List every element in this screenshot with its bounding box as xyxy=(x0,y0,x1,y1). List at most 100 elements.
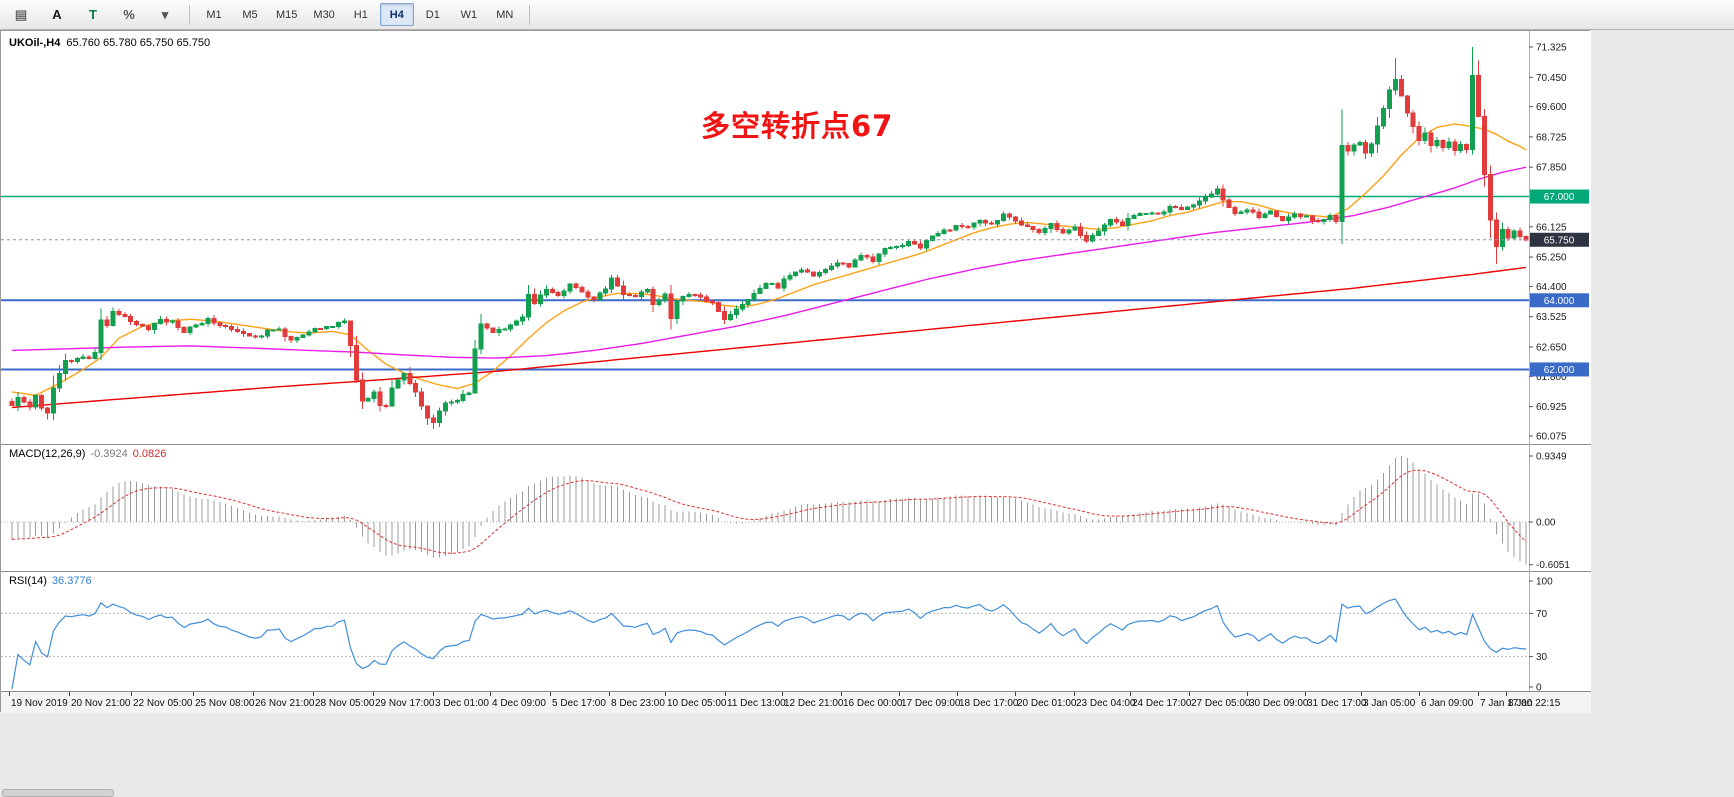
time-label: 7 Jan 17:00 xyxy=(1480,698,1533,709)
time-tick xyxy=(665,692,666,696)
rsi-name: RSI(14) xyxy=(9,575,47,587)
svg-text:60.075: 60.075 xyxy=(1536,432,1567,443)
toolbar-separator xyxy=(528,4,530,25)
rsi-axis[interactable]: 100 70 30 0 xyxy=(1529,571,1553,691)
macd-indicator-label: MACD(12,26,9) -0.3924 0.0826 xyxy=(9,448,166,460)
time-label: 6 Jan 09:00 xyxy=(1421,698,1474,709)
dropdown-chevron-icon[interactable]: ▾ xyxy=(161,6,169,22)
timeframe-button-M30[interactable]: M30 xyxy=(313,8,335,21)
horizontal-scrollbar-thumb[interactable] xyxy=(2,789,114,797)
time-label: 8 Dec 23:00 xyxy=(611,698,665,709)
svg-text:30: 30 xyxy=(1536,652,1548,663)
time-tick xyxy=(550,692,551,696)
svg-text:60.925: 60.925 xyxy=(1536,402,1567,413)
svg-text:61.800: 61.800 xyxy=(1536,372,1567,383)
rsi-pane-canvas[interactable]: 100 70 30 0 xyxy=(1,571,1591,691)
template-t-icon[interactable]: T xyxy=(89,7,97,22)
time-axis[interactable]: 19 Nov 2019 20 Nov 21:00 22 Nov 05:00 25 No… xyxy=(1,691,1591,713)
time-label: 29 Nov 17:00 xyxy=(375,698,435,709)
candlestick-series xyxy=(9,46,1529,429)
time-tick xyxy=(1419,692,1420,696)
macd-histogram xyxy=(11,455,1527,565)
time-tick xyxy=(782,692,783,696)
svg-text:67.000: 67.000 xyxy=(1544,192,1575,203)
macd-name: MACD(12,26,9) xyxy=(9,448,86,460)
svg-text:65.250: 65.250 xyxy=(1536,253,1567,264)
toolbar-icon-group: ▤ A T% ▾ xyxy=(4,3,182,26)
time-label: 22 Nov 05:00 xyxy=(133,698,193,709)
main-chart-canvas[interactable]: 71.325 70.450 69.600 68.725 67.850 66.125 65.2… xyxy=(1,31,1591,444)
time-tick xyxy=(69,692,70,696)
time-label: 20 Nov 21:00 xyxy=(71,698,131,709)
svg-text:0.9349: 0.9349 xyxy=(1536,451,1567,462)
time-tick xyxy=(313,692,314,696)
time-tick xyxy=(899,692,900,696)
price-axis[interactable]: 71.325 70.450 69.600 68.725 67.850 66.125 65.2… xyxy=(1529,31,1589,444)
horizontal-lines xyxy=(1,195,1529,371)
svg-text:0.00: 0.00 xyxy=(1536,518,1556,529)
macd-main-value: -0.3924 xyxy=(90,448,128,460)
svg-text:70.450: 70.450 xyxy=(1536,73,1567,84)
rsi-line xyxy=(11,598,1527,690)
svg-text:70: 70 xyxy=(1536,609,1548,620)
svg-text:65.750: 65.750 xyxy=(1544,235,1575,246)
chart-ohlc-values: 65.760 65.780 65.750 65.750 xyxy=(66,37,211,49)
current-price-badge: 65.750 xyxy=(1530,232,1589,247)
timeframe-button-M15[interactable]: M15 xyxy=(276,8,298,21)
price-badge-64.000: 64.000 xyxy=(1530,293,1589,308)
macd-axis[interactable]: 0.9349 0.00 -0.6051 xyxy=(1529,444,1570,571)
svg-text:62.000: 62.000 xyxy=(1544,365,1575,376)
time-tick xyxy=(433,692,434,696)
svg-text:0: 0 xyxy=(1536,683,1542,692)
time-label: 4 Dec 09:00 xyxy=(492,698,546,709)
svg-text:67.850: 67.850 xyxy=(1536,163,1567,174)
toolbar-separator xyxy=(189,4,190,25)
time-tick xyxy=(253,692,254,696)
time-tick xyxy=(1130,692,1131,696)
time-tick xyxy=(957,692,958,696)
timeframe-button-MN[interactable]: MN xyxy=(496,8,514,21)
time-tick xyxy=(609,692,610,696)
macd-signal-value: 0.0826 xyxy=(132,448,167,460)
svg-text:64.000: 64.000 xyxy=(1544,296,1575,307)
timeframe-button-M5[interactable]: M5 xyxy=(242,8,258,21)
chart-window: 71.325 70.450 69.600 68.725 67.850 66.125 65.2… xyxy=(0,30,1591,713)
percent-icon[interactable]: % xyxy=(123,7,135,22)
chart-header: UKOil-,H4 65.760 65.780 65.750 65.750 xyxy=(9,37,210,49)
timeframe-button-D1[interactable]: D1 xyxy=(425,8,440,21)
time-label: 31 Dec 17:00 xyxy=(1307,698,1367,709)
time-tick xyxy=(1015,692,1016,696)
time-label: 16 Dec 00:00 xyxy=(843,698,903,709)
timeframe-button-H4[interactable]: H4 xyxy=(379,3,414,26)
svg-text:63.525: 63.525 xyxy=(1536,312,1567,323)
time-label: 26 Nov 21:00 xyxy=(255,698,315,709)
price-badge-62.000: 62.000 xyxy=(1530,362,1589,377)
time-tick xyxy=(373,692,374,696)
svg-text:-0.6051: -0.6051 xyxy=(1536,560,1570,571)
chart-grid-icon[interactable]: ▤ xyxy=(14,6,28,22)
time-label: 20 Dec 01:00 xyxy=(1017,698,1077,709)
svg-text:100: 100 xyxy=(1536,577,1553,588)
svg-text:66.125: 66.125 xyxy=(1536,222,1567,233)
time-label: 23 Dec 04:00 xyxy=(1076,698,1136,709)
timeframe-button-W1[interactable]: W1 xyxy=(460,8,478,21)
time-tick xyxy=(1074,692,1075,696)
price-badge-67.000: 67.000 xyxy=(1530,189,1589,204)
time-tick xyxy=(841,692,842,696)
rsi-indicator-label: RSI(14) 36.3776 xyxy=(9,575,92,587)
time-label: 19 Nov 2019 xyxy=(11,698,68,709)
macd-pane-canvas[interactable]: 0.9349 0.00 -0.6051 xyxy=(1,444,1591,571)
timeframe-button-H1[interactable]: H1 xyxy=(353,8,368,21)
annotation-text: 多空转折点67 xyxy=(701,109,894,143)
svg-text:68.725: 68.725 xyxy=(1536,132,1567,143)
svg-text:64.400: 64.400 xyxy=(1536,282,1567,293)
timeframe-button-M1[interactable]: M1 xyxy=(206,8,222,21)
svg-text:62.650: 62.650 xyxy=(1536,342,1567,353)
time-label: 3 Jan 05:00 xyxy=(1363,698,1416,709)
annotate-a-icon[interactable]: A xyxy=(52,7,62,22)
time-label: 30 Dec 09:00 xyxy=(1249,698,1309,709)
time-tick xyxy=(725,692,726,696)
time-label: 5 Dec 17:00 xyxy=(552,698,606,709)
ma-fast-line xyxy=(11,123,1527,397)
time-tick xyxy=(131,692,132,696)
